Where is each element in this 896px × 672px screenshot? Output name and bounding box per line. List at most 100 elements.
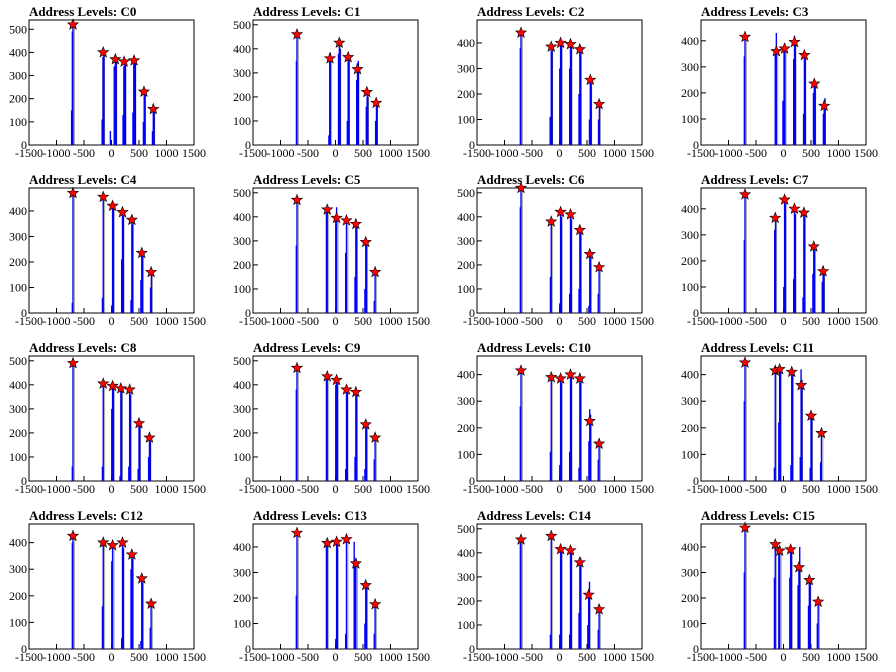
plot-frame: [700, 523, 867, 650]
x-tick-label: 500: [130, 650, 148, 664]
x-tick-label: 0: [781, 482, 787, 496]
peak-marker: [778, 42, 791, 54]
y-tick-label: 300: [233, 565, 251, 579]
histogram-svg: Address Levels: C15 0 100 200 300 400 -1500 -10…: [681, 508, 878, 664]
y-tick-label: 400: [233, 540, 251, 554]
x-tick-label: 1000: [155, 482, 179, 496]
peak-marker: [118, 55, 131, 67]
y-tick-label: 200: [9, 255, 27, 269]
peak-marker: [123, 383, 136, 395]
y-tick-label: 100: [9, 615, 27, 629]
peak-marker: [583, 414, 596, 427]
peak-marker: [349, 217, 362, 230]
peak-marker: [147, 102, 160, 115]
y-tick-label: 0: [21, 642, 27, 656]
peak-marker: [798, 48, 811, 61]
x-tick-label: 500: [578, 482, 596, 496]
x-tick-label: -1500: [687, 482, 715, 496]
chart-title: Address Levels: C14: [477, 508, 591, 523]
peak-marker: [127, 54, 141, 66]
x-tick-label: 0: [557, 146, 563, 160]
peak-marker: [290, 361, 304, 374]
peak-marker: [785, 365, 798, 378]
y-tick-label: 500: [457, 186, 475, 200]
x-tick-label: -1500: [15, 314, 43, 328]
y-tick-label: 100: [457, 282, 475, 296]
peak-marker: [545, 529, 558, 542]
peak-marker: [818, 99, 831, 112]
x-tick-label: 1500: [182, 314, 206, 328]
histogram-panel: Address Levels: C2 0 100 200 300 400 -1500 -100…: [448, 0, 672, 168]
x-tick-label: 1500: [854, 482, 878, 496]
peak-marker: [808, 77, 821, 90]
histogram-panel: Address Levels: C11 0 100 200 300 400 -1500 -10…: [672, 336, 896, 504]
chart-title: Address Levels: C8: [29, 340, 137, 355]
peak-marker: [803, 573, 816, 586]
x-tick-label: -1000: [267, 482, 295, 496]
chart-title: Address Levels: C2: [477, 4, 584, 19]
peak-marker: [554, 372, 567, 384]
peak-marker: [554, 205, 567, 218]
peak-marker: [769, 537, 782, 550]
x-tick-label: 1000: [827, 146, 851, 160]
peak-marker: [773, 544, 786, 556]
x-tick-label: 0: [333, 650, 339, 664]
y-tick-label: 400: [9, 378, 27, 392]
x-tick-label: 0: [557, 482, 563, 496]
peak-marker: [804, 409, 818, 422]
y-tick-label: 400: [681, 368, 699, 382]
y-tick-label: 200: [681, 254, 699, 268]
y-tick-label: 300: [681, 228, 699, 242]
x-tick-label: 500: [130, 482, 148, 496]
peak-marker: [554, 36, 567, 49]
x-tick-label: -500: [297, 314, 319, 328]
peak-marker: [592, 437, 606, 449]
x-tick-label: 1000: [379, 650, 403, 664]
y-tick-label: 300: [9, 229, 27, 243]
peak-marker: [545, 370, 558, 383]
peak-marker: [340, 214, 353, 226]
peak-marker: [573, 372, 586, 384]
x-tick-label: 500: [354, 146, 372, 160]
peak-marker: [114, 382, 127, 394]
x-tick-label: 500: [802, 314, 820, 328]
histogram-panel: Address Levels: C12 0 100 200 300 400 -1500 -10…: [0, 504, 224, 672]
x-tick-label: -1500: [687, 650, 715, 664]
histogram-svg: Address Levels: C60100200300400500-1500-…: [457, 172, 654, 328]
histogram-svg: Address Levels: C3 0 100 200 300 400 -1500 -100…: [681, 4, 878, 160]
peak-marker: [290, 193, 304, 206]
x-tick-label: -500: [745, 650, 767, 664]
peak-marker: [359, 418, 372, 430]
peak-marker: [321, 203, 334, 215]
plot-frame: [476, 355, 643, 482]
x-tick-label: -1000: [715, 482, 743, 496]
x-tick-label: 0: [109, 482, 115, 496]
y-tick-label: 500: [9, 22, 27, 36]
x-tick-label: -1500: [463, 146, 491, 160]
peak-marker: [342, 50, 355, 63]
histogram-svg: Address Levels: C13 0 100 200 300 400 -1500 -10…: [233, 508, 430, 664]
x-tick-label: -500: [521, 650, 543, 664]
peak-marker: [333, 36, 346, 49]
y-tick-label: 300: [681, 565, 699, 579]
x-tick-label: 500: [802, 146, 820, 160]
x-tick-label: 0: [333, 146, 339, 160]
x-tick-label: -1000: [715, 146, 743, 160]
chart-title: Address Levels: C3: [701, 4, 809, 19]
x-tick-label: 1000: [827, 482, 851, 496]
y-tick-label: 100: [681, 112, 699, 126]
chart-title: Address Levels: C1: [253, 4, 360, 19]
chart-title: Address Levels: C6: [477, 172, 585, 187]
x-tick-label: 0: [333, 314, 339, 328]
y-tick-label: 0: [469, 138, 475, 152]
histogram-svg: Address Levels: C14 0 100 200 300 400 500 -1500…: [457, 508, 654, 664]
y-tick-label: 400: [681, 34, 699, 48]
peak-marker: [290, 27, 304, 40]
y-tick-label: 500: [233, 186, 251, 200]
peak-marker: [784, 543, 797, 555]
peak-marker: [97, 536, 110, 548]
x-tick-label: -1000: [267, 650, 295, 664]
y-tick-label: 100: [457, 618, 475, 632]
chart-title: Address Levels: C9: [253, 340, 361, 355]
